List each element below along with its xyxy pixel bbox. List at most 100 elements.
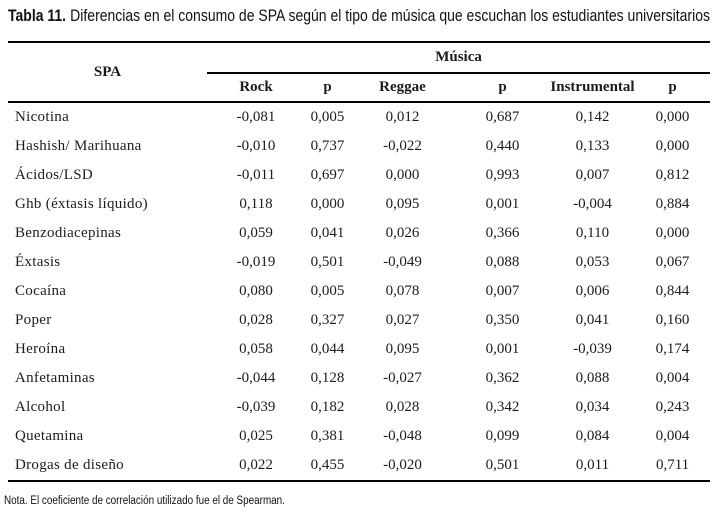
- correlation-table: SPA Música Rock p Reggae p Instrumental p Nic…: [8, 41, 711, 482]
- value-cell: 0,006: [575, 283, 610, 299]
- spa-name-cell: Quetamina: [15, 428, 84, 444]
- value-cell: 0,004: [655, 428, 690, 444]
- column-group-header-musica: Música: [207, 42, 711, 74]
- value-cell: 0,160: [655, 312, 690, 328]
- table-row: Ácidos/LSD -0,011 0,697 0,000 0,993 0,007 0,81…: [8, 161, 710, 190]
- value-cell: 0,342: [485, 399, 520, 415]
- value-cell: 0,000: [385, 167, 420, 183]
- table-caption: Diferencias en el consumo de SPA según e…: [70, 6, 710, 25]
- value-cell: 0,142: [575, 109, 610, 125]
- value-cell: 0,041: [310, 225, 345, 241]
- value-cell: -0,039: [573, 341, 612, 357]
- table-number: Tabla 11.: [8, 6, 67, 25]
- value-cell: 0,000: [655, 138, 690, 154]
- table-row: Hashish/ Marihuana -0,010 0,737 -0,022 0,440…: [8, 132, 710, 161]
- value-cell: 0,110: [575, 225, 610, 241]
- value-cell: -0,010: [236, 138, 276, 154]
- table-row: Alcohol -0,039 0,182 0,028 0,342 0,034 0,243: [8, 393, 710, 422]
- table-note: Nota. El coeficiente de correlación util…: [4, 495, 285, 507]
- value-cell: 0,088: [485, 254, 520, 270]
- value-cell: 0,095: [385, 196, 420, 212]
- value-cell: 0,812: [655, 167, 690, 183]
- table-row: Poper 0,028 0,327 0,027 0,350 0,041 0,160: [8, 306, 710, 335]
- value-cell: 0,243: [655, 399, 690, 415]
- value-cell: 0,133: [575, 138, 610, 154]
- value-cell: -0,048: [383, 428, 422, 444]
- value-cell: 0,080: [239, 283, 273, 299]
- value-cell: 0,007: [575, 167, 610, 183]
- table-row: Ghb (éxtasis líquido) 0,118 0,000 0,095 0,00…: [8, 190, 710, 219]
- value-cell: 0,084: [575, 428, 610, 444]
- spa-name-cell: Drogas de diseño: [15, 457, 124, 473]
- value-cell: 0,174: [655, 341, 690, 357]
- value-cell: 0,005: [310, 109, 345, 125]
- value-cell: -0,020: [383, 457, 422, 473]
- column-header-spa: SPA: [8, 42, 207, 103]
- table-row: Quetamina 0,025 0,381 -0,048 0,099 0,084 0,004: [8, 422, 710, 451]
- value-cell: 0,028: [239, 312, 273, 328]
- value-cell: 0,001: [485, 196, 520, 212]
- table-row: Anfetaminas -0,044 0,128 -0,027 0,362 0,088 0,…: [8, 364, 710, 393]
- value-cell: 0,011: [575, 457, 610, 473]
- value-cell: 0,025: [239, 428, 273, 444]
- value-cell: -0,019: [236, 254, 276, 270]
- spa-name-cell: Éxtasis: [15, 254, 61, 270]
- value-cell: 0,000: [655, 109, 690, 125]
- column-header-row: Rock p Reggae p Instrumental p: [8, 73, 711, 103]
- value-cell: 0,028: [385, 399, 420, 415]
- column-header-p-3: p: [455, 73, 550, 103]
- table-title: Tabla 11. Diferencias en el consumo de SP…: [8, 5, 710, 27]
- value-cell: -0,044: [236, 370, 276, 386]
- value-cell: 0,687: [485, 109, 520, 125]
- value-cell: 0,058: [239, 341, 273, 357]
- value-cell: -0,011: [236, 167, 276, 183]
- value-cell: 0,737: [310, 138, 345, 154]
- value-cell: 0,034: [575, 399, 610, 415]
- spa-name-cell: Ghb (éxtasis líquido): [15, 196, 148, 212]
- column-header-reggae-2: Reggae: [350, 73, 455, 103]
- value-cell: -0,004: [573, 196, 612, 212]
- value-cell: 0,022: [239, 457, 273, 473]
- spa-name-cell: Poper: [15, 312, 52, 328]
- value-cell: 0,455: [310, 457, 345, 473]
- value-cell: -0,039: [236, 399, 276, 415]
- value-cell: 0,007: [485, 283, 520, 299]
- spa-name-cell: Anfetaminas: [15, 370, 95, 386]
- value-cell: 0,327: [310, 312, 345, 328]
- column-header-p-1: p: [305, 73, 350, 103]
- spa-name-cell: Benzodiacepinas: [15, 225, 122, 241]
- value-cell: 0,044: [310, 341, 345, 357]
- value-cell: 0,697: [310, 167, 345, 183]
- value-cell: 0,088: [575, 370, 610, 386]
- value-cell: 0,059: [239, 225, 273, 241]
- value-cell: 0,711: [655, 457, 690, 473]
- table-row: Benzodiacepinas 0,059 0,041 0,026 0,366 0,110…: [8, 219, 710, 248]
- table-row: Cocaína 0,080 0,005 0,078 0,007 0,006 0,844: [8, 277, 710, 306]
- column-header-instrumental-4: Instrumental: [550, 73, 635, 103]
- value-cell: 0,993: [485, 167, 520, 183]
- value-cell: 0,004: [655, 370, 690, 386]
- value-cell: 0,350: [485, 312, 520, 328]
- table-row: Éxtasis -0,019 0,501 -0,049 0,088 0,053 0,067: [8, 248, 710, 277]
- value-cell: 0,182: [310, 399, 345, 415]
- value-cell: 0,844: [655, 283, 690, 299]
- group-header-row: SPA Música: [8, 42, 711, 103]
- value-cell: 0,078: [385, 283, 420, 299]
- value-cell: 0,012: [385, 109, 420, 125]
- value-cell: 0,053: [575, 254, 610, 270]
- value-cell: 0,366: [485, 225, 520, 241]
- spa-name-cell: Cocaína: [15, 283, 67, 299]
- value-cell: 0,501: [485, 457, 520, 473]
- value-cell: 0,381: [310, 428, 345, 444]
- value-cell: 0,118: [239, 196, 273, 212]
- column-header-p-5: p: [635, 73, 711, 103]
- value-cell: 0,362: [485, 370, 520, 386]
- value-cell: 0,000: [310, 196, 345, 212]
- spa-name-cell: Alcohol: [15, 399, 66, 415]
- value-cell: 0,099: [485, 428, 520, 444]
- value-cell: -0,027: [383, 370, 422, 386]
- value-cell: 0,095: [385, 341, 420, 357]
- column-header-rock-0: Rock: [207, 73, 305, 103]
- value-cell: 0,026: [385, 225, 420, 241]
